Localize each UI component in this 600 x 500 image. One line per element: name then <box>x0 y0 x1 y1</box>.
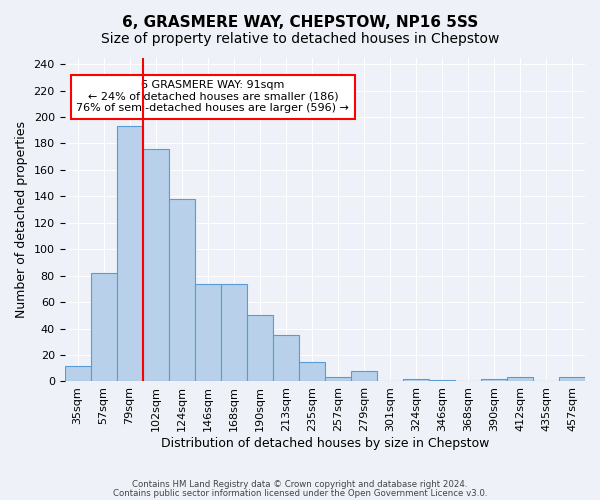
Text: Size of property relative to detached houses in Chepstow: Size of property relative to detached ho… <box>101 32 499 46</box>
Bar <box>273 335 299 382</box>
Bar <box>507 378 533 382</box>
Bar <box>429 380 455 382</box>
Bar <box>351 371 377 382</box>
Bar <box>143 148 169 382</box>
Bar <box>325 378 351 382</box>
Y-axis label: Number of detached properties: Number of detached properties <box>15 121 28 318</box>
Text: Contains HM Land Registry data © Crown copyright and database right 2024.: Contains HM Land Registry data © Crown c… <box>132 480 468 489</box>
Bar <box>403 379 429 382</box>
Bar <box>91 273 116 382</box>
Bar <box>247 316 273 382</box>
Text: 6, GRASMERE WAY, CHEPSTOW, NP16 5SS: 6, GRASMERE WAY, CHEPSTOW, NP16 5SS <box>122 15 478 30</box>
Bar <box>194 284 221 382</box>
Bar <box>559 378 585 382</box>
Text: Contains public sector information licensed under the Open Government Licence v3: Contains public sector information licen… <box>113 488 487 498</box>
Bar <box>481 379 507 382</box>
Bar <box>221 284 247 382</box>
Bar <box>65 366 91 382</box>
X-axis label: Distribution of detached houses by size in Chepstow: Distribution of detached houses by size … <box>161 437 489 450</box>
Bar <box>116 126 143 382</box>
Bar <box>169 199 194 382</box>
Text: 6 GRASMERE WAY: 91sqm
← 24% of detached houses are smaller (186)
76% of semi-det: 6 GRASMERE WAY: 91sqm ← 24% of detached … <box>76 80 349 114</box>
Bar <box>299 362 325 382</box>
